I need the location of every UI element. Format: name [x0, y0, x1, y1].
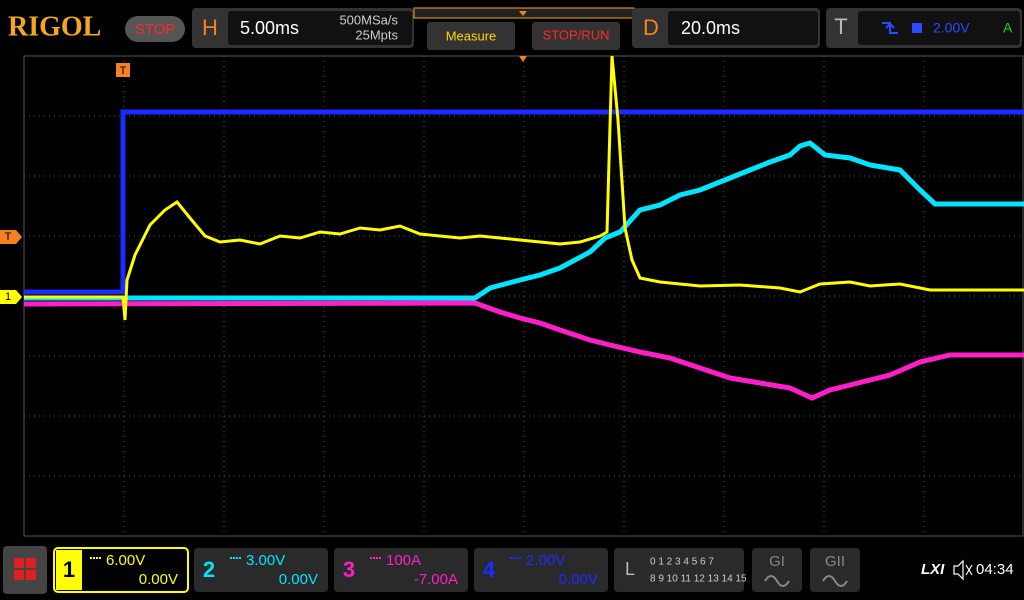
stop-run-label: STOP/RUN [543, 27, 610, 42]
trigger-position-marker [116, 63, 130, 77]
channel-3-trace [23, 300, 1024, 401]
clock: 04:34 [976, 561, 1014, 578]
channel-panel[interactable] [53, 547, 189, 593]
channel-number-box [56, 550, 82, 590]
logic-panel[interactable] [614, 548, 744, 592]
channel-1-trace [24, 55, 1024, 321]
channel-scale: 3.00V [246, 552, 285, 569]
channel-1-marker [0, 290, 22, 304]
channel-1-marker-label: 1 [5, 291, 11, 303]
trigger-label: T [834, 14, 847, 39]
trigger-edge-icon [882, 22, 898, 34]
brand: RIGOL [8, 11, 101, 42]
generator-1-icon [764, 575, 790, 587]
memory-position [519, 11, 527, 16]
trigger-value-box [858, 11, 1020, 45]
speaker-icon[interactable] [953, 559, 973, 581]
channel-scale: 6.00V [106, 552, 145, 569]
menu-icon [14, 558, 36, 580]
run-state: STOP [135, 21, 176, 38]
horizontal-label: H [202, 15, 218, 40]
delay-value-box [668, 11, 818, 45]
sample-rate: 500MSa/s [339, 12, 398, 27]
delay-label: D [643, 15, 659, 40]
lxi-label: LXI [921, 561, 945, 578]
channel-panel[interactable] [194, 548, 328, 592]
generator-2-button[interactable] [810, 548, 860, 592]
channel-panel[interactable] [334, 548, 468, 592]
trigger-source-icon [912, 23, 922, 33]
generator-1-button[interactable] [752, 548, 802, 592]
channel-offset: -7.00A [414, 571, 458, 588]
channel-number: 4 [483, 557, 496, 582]
horizontal-value-box [228, 11, 412, 45]
trigger-level-marker [0, 230, 22, 244]
menu-button[interactable] [3, 546, 47, 594]
logic-label: L [625, 559, 635, 579]
logic-row-2: 8 9 10 11 12 13 14 15 [650, 574, 747, 585]
measure-label: Measure [446, 28, 497, 43]
memory-depth: 25Mpts [355, 27, 398, 42]
trigger-level-label: T [5, 231, 12, 243]
generator-2-icon [822, 575, 848, 587]
trigger-position-label: T [120, 65, 127, 77]
logic-row-1: 0 1 2 3 4 5 6 7 [650, 557, 714, 568]
trigger-level: 2.00V [933, 20, 970, 36]
generator-1-label: GI [769, 553, 785, 570]
channel-number: 2 [203, 557, 215, 582]
channel-scale: 100A [386, 552, 421, 569]
channel-number: 3 [343, 557, 355, 582]
channel-offset: 0.00V [139, 571, 178, 588]
channel-panels: 1 6.00V 0.00V 2 3.00V 0.00V 3 100A -7.00A 4 2.00V 0… [53, 547, 608, 593]
channel-offset: 0.00V [279, 571, 318, 588]
channel-4-trace [24, 109, 1024, 295]
channel-2-trace [24, 140, 1024, 301]
generator-2-label: GII [825, 553, 845, 570]
measure-button[interactable] [427, 22, 515, 50]
trigger-coupling: A [1003, 20, 1013, 36]
channel-panel[interactable] [474, 548, 608, 592]
stop-run-button[interactable] [532, 22, 620, 50]
channel-number: 1 [63, 557, 75, 582]
channel-scale: 2.00V [526, 552, 565, 569]
delay-value: 20.0ms [681, 18, 740, 38]
run-state-badge[interactable] [125, 16, 185, 42]
timebase: 5.00ms [240, 18, 299, 38]
channel-offset: 0.00V [559, 571, 598, 588]
center-marker [519, 56, 527, 62]
